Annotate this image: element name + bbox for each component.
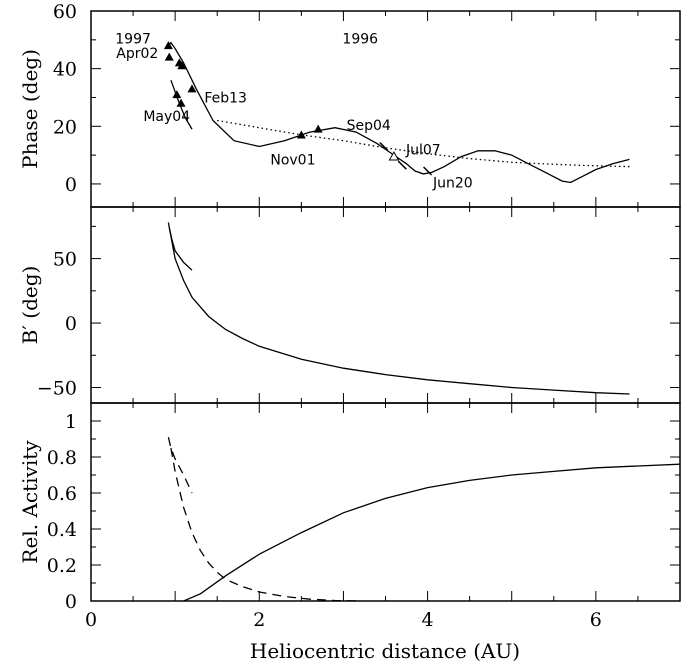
series-line-solid <box>183 463 681 602</box>
xlabel: Heliocentric distance (AU) <box>250 639 520 663</box>
annotation-label: 1997 <box>115 31 151 47</box>
series-line-solid <box>167 41 630 184</box>
x-tick-label: 4 <box>422 609 434 631</box>
panel-middle-marks: −50 0 50 <box>37 207 680 403</box>
y-tick-label: 0.4 <box>47 519 77 541</box>
date-tick-marker <box>397 160 407 170</box>
x-tick-label: 0 <box>85 609 97 631</box>
ylabel-bottom: Rel. Activity <box>18 440 42 564</box>
plot-frame-bottom <box>90 402 681 602</box>
y-tick-label: 0 <box>65 591 77 613</box>
y-tick-label: 50 <box>53 249 77 271</box>
filled-triangle-marker <box>177 61 187 70</box>
series-line-solid <box>168 227 630 395</box>
annotation-label: Feb13 <box>204 90 247 106</box>
y-tick-label: 60 <box>53 1 77 23</box>
panel-bottom: 0 0.2 0.4 0.6 0.8 1 0 2 4 6 Rel. Activity Helioce… <box>18 402 681 663</box>
annotation-label: Apr02 <box>116 46 158 62</box>
filled-triangle-marker <box>313 124 323 133</box>
filled-triangle-marker <box>172 90 182 99</box>
filled-triangle-marker <box>163 41 173 50</box>
ylabel-top: Phase (deg) <box>18 49 42 169</box>
filled-triangle-marker <box>187 84 197 93</box>
y-tick-label: 0 <box>65 174 77 196</box>
filled-triangle-marker <box>296 130 306 139</box>
ylabel-middle: B′ (deg) <box>18 266 42 345</box>
annotation-label: Jul07 <box>405 142 441 158</box>
date-tick-marker <box>423 166 433 176</box>
y-tick-label: 0.2 <box>47 555 77 577</box>
annotation-label: Nov01 <box>270 152 315 168</box>
series-line-solid <box>167 222 193 271</box>
annotation-label: May04 <box>143 109 190 125</box>
y-tick-label: 40 <box>53 59 77 81</box>
date-tick-marker <box>379 141 389 152</box>
x-tick-label: 2 <box>253 609 265 631</box>
panel-bottom-marks: 0 0.2 0.4 0.6 0.8 1 0 2 4 6 <box>47 403 681 631</box>
panel-middle: −50 0 50 B′ (deg) <box>18 206 681 404</box>
y-tick-label: 0 <box>65 313 77 335</box>
series-line-dashed <box>170 447 361 602</box>
annotation-label: Sep04 <box>347 118 391 134</box>
y-tick-label: 0.8 <box>47 447 77 469</box>
annotation-label: 1996 <box>342 31 378 47</box>
filled-triangle-marker <box>176 98 186 107</box>
annotation-label: Jun20 <box>432 176 473 192</box>
y-tick-label: 0.6 <box>47 483 77 505</box>
y-tick-label: 20 <box>53 116 77 138</box>
y-tick-label: 1 <box>65 411 77 433</box>
plot-frame-middle <box>90 206 681 404</box>
y-tick-label: −50 <box>37 378 77 400</box>
open-triangle-marker <box>388 151 400 161</box>
x-tick-label: 6 <box>590 609 602 631</box>
filled-triangle-marker <box>164 52 174 61</box>
series-line-dashed <box>167 437 193 494</box>
